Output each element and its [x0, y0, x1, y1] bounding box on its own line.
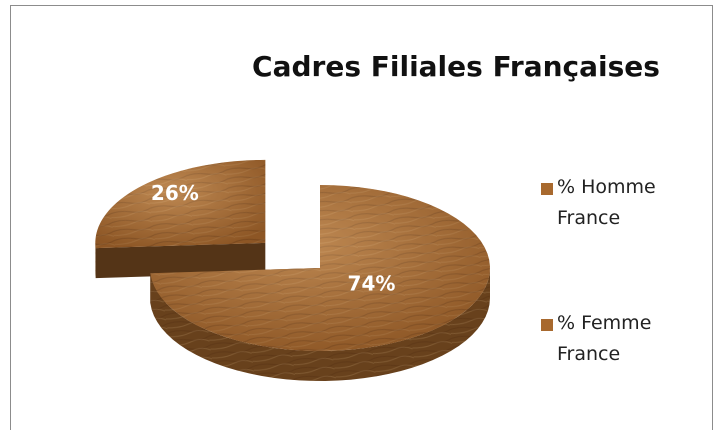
- legend-swatch: [541, 183, 553, 195]
- slice-shade: [95, 159, 266, 249]
- legend-label: % Femme France: [557, 312, 652, 365]
- slice: [150, 185, 490, 381]
- slice-side: [150, 268, 490, 381]
- data-label: 26%: [151, 181, 199, 205]
- frame: [10, 5, 713, 430]
- legend-label: % Homme France: [557, 176, 656, 229]
- legend-swatch: [541, 319, 553, 331]
- chart-title: Cadres Filiales Françaises: [252, 50, 660, 83]
- pie: 26% 74%: [95, 159, 490, 381]
- slice: [95, 159, 266, 279]
- slice-side: [95, 242, 266, 279]
- slice-shade: [150, 185, 490, 351]
- data-label: 74%: [348, 271, 396, 295]
